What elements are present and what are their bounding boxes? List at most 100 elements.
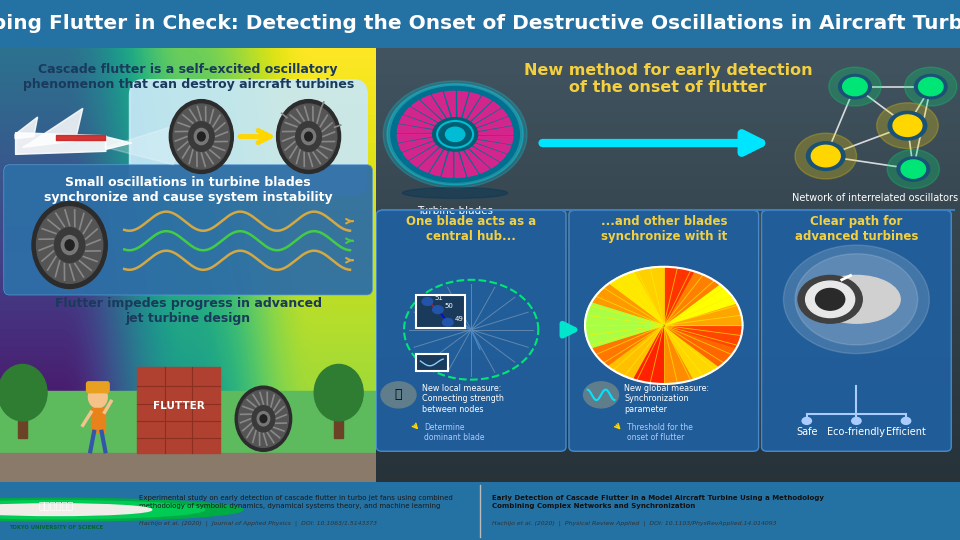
Text: New method for early detection
of the onset of flutter: New method for early detection of the on… bbox=[524, 63, 812, 95]
Bar bbox=[416, 295, 466, 328]
Text: Experimental study on early detection of cascade flutter in turbo jet fans using: Experimental study on early detection of… bbox=[139, 495, 453, 509]
Circle shape bbox=[198, 132, 205, 141]
Circle shape bbox=[904, 67, 957, 106]
Circle shape bbox=[301, 129, 316, 145]
FancyBboxPatch shape bbox=[376, 210, 566, 451]
Polygon shape bbox=[15, 117, 37, 139]
Circle shape bbox=[55, 228, 84, 262]
Text: Clear path for
advanced turbines: Clear path for advanced turbines bbox=[795, 215, 918, 242]
Bar bbox=[334, 403, 344, 438]
Ellipse shape bbox=[402, 187, 508, 198]
Circle shape bbox=[381, 382, 416, 408]
Polygon shape bbox=[663, 326, 719, 380]
Polygon shape bbox=[634, 267, 663, 326]
Circle shape bbox=[897, 157, 929, 181]
Circle shape bbox=[0, 501, 204, 519]
Polygon shape bbox=[432, 92, 455, 134]
Circle shape bbox=[276, 99, 341, 173]
FancyBboxPatch shape bbox=[569, 210, 758, 451]
Polygon shape bbox=[455, 102, 500, 134]
Ellipse shape bbox=[812, 275, 900, 323]
Text: 51: 51 bbox=[434, 295, 444, 301]
Circle shape bbox=[876, 103, 938, 148]
Bar bbox=[137, 367, 220, 454]
Text: 50: 50 bbox=[444, 303, 454, 309]
Polygon shape bbox=[663, 303, 743, 326]
Text: New global measure:
Synchronization
parameter: New global measure: Synchronization para… bbox=[624, 384, 709, 414]
Polygon shape bbox=[397, 125, 455, 134]
Polygon shape bbox=[398, 134, 455, 151]
Polygon shape bbox=[591, 326, 663, 367]
Circle shape bbox=[188, 122, 214, 151]
Circle shape bbox=[445, 127, 465, 141]
Polygon shape bbox=[585, 303, 663, 326]
Text: 49: 49 bbox=[455, 316, 464, 322]
Circle shape bbox=[32, 201, 108, 288]
FancyBboxPatch shape bbox=[4, 165, 372, 295]
Text: TOKYO UNIVERSITY OF SCIENCE: TOKYO UNIVERSITY OF SCIENCE bbox=[9, 525, 103, 530]
Text: 東京理科大学: 東京理科大学 bbox=[38, 500, 73, 510]
Circle shape bbox=[888, 111, 926, 140]
Polygon shape bbox=[455, 134, 498, 168]
Bar bbox=[0, 390, 376, 482]
Bar bbox=[0, 454, 376, 482]
Text: Flutter impedes progress in advanced
jet turbine design: Flutter impedes progress in advanced jet… bbox=[55, 297, 322, 325]
Polygon shape bbox=[663, 326, 743, 348]
Polygon shape bbox=[430, 134, 455, 176]
Polygon shape bbox=[106, 137, 132, 150]
FancyBboxPatch shape bbox=[86, 382, 109, 393]
Circle shape bbox=[901, 417, 911, 424]
Circle shape bbox=[811, 145, 840, 167]
Bar bbox=[416, 354, 447, 371]
Circle shape bbox=[0, 364, 47, 421]
Polygon shape bbox=[585, 326, 663, 348]
Polygon shape bbox=[106, 122, 188, 165]
Circle shape bbox=[239, 390, 288, 447]
Circle shape bbox=[391, 86, 519, 182]
Circle shape bbox=[169, 99, 233, 173]
Circle shape bbox=[915, 75, 948, 99]
Circle shape bbox=[839, 75, 872, 99]
Text: Hachijo et al. (2020)  |  Physical Review Applied  |  DOI: 10.1103/PhysRevApplie: Hachijo et al. (2020) | Physical Review … bbox=[492, 521, 776, 526]
Polygon shape bbox=[455, 91, 468, 134]
Polygon shape bbox=[663, 267, 694, 326]
Text: Keeping Flutter in Check: Detecting the Onset of Destructive Oscillations in Air: Keeping Flutter in Check: Detecting the … bbox=[0, 14, 960, 33]
Circle shape bbox=[257, 411, 270, 426]
Polygon shape bbox=[23, 109, 83, 147]
Circle shape bbox=[919, 77, 943, 96]
Polygon shape bbox=[455, 134, 513, 144]
Polygon shape bbox=[585, 303, 663, 326]
Polygon shape bbox=[634, 326, 663, 384]
Circle shape bbox=[383, 81, 527, 188]
Polygon shape bbox=[455, 109, 507, 134]
Polygon shape bbox=[663, 326, 694, 384]
Text: Safe: Safe bbox=[796, 428, 818, 437]
Circle shape bbox=[387, 84, 523, 185]
Text: 🔗: 🔗 bbox=[395, 388, 402, 401]
Polygon shape bbox=[455, 134, 511, 153]
Circle shape bbox=[828, 67, 881, 106]
Bar bbox=[18, 403, 27, 438]
Polygon shape bbox=[663, 271, 719, 326]
Circle shape bbox=[252, 406, 275, 432]
Circle shape bbox=[304, 132, 312, 141]
Text: Turbine blades: Turbine blades bbox=[417, 206, 493, 216]
Circle shape bbox=[433, 306, 444, 314]
Polygon shape bbox=[663, 326, 736, 367]
Polygon shape bbox=[421, 96, 455, 134]
Circle shape bbox=[584, 382, 618, 408]
Polygon shape bbox=[397, 134, 455, 142]
Circle shape bbox=[816, 288, 845, 310]
Circle shape bbox=[0, 504, 152, 516]
Polygon shape bbox=[608, 271, 663, 326]
Circle shape bbox=[893, 115, 922, 137]
Text: Small oscillations in turbine blades
synchronize and cause system instability: Small oscillations in turbine blades syn… bbox=[44, 176, 332, 204]
Text: Early Detection of Cascade Flutter in a Model Aircraft Turbine Using a Methodolo: Early Detection of Cascade Flutter in a … bbox=[492, 495, 824, 509]
Text: One blade acts as a
central hub...: One blade acts as a central hub... bbox=[406, 215, 537, 242]
Text: Hachijo et al. (2020)  |  Journal of Applied Physics  |  DOI: 10.1063/1.5143373: Hachijo et al. (2020) | Journal of Appli… bbox=[139, 521, 377, 526]
Polygon shape bbox=[455, 127, 513, 134]
Circle shape bbox=[852, 417, 861, 424]
Text: ...and other blades
synchronize with it: ...and other blades synchronize with it bbox=[601, 215, 727, 242]
Polygon shape bbox=[399, 116, 455, 134]
Polygon shape bbox=[412, 101, 455, 134]
